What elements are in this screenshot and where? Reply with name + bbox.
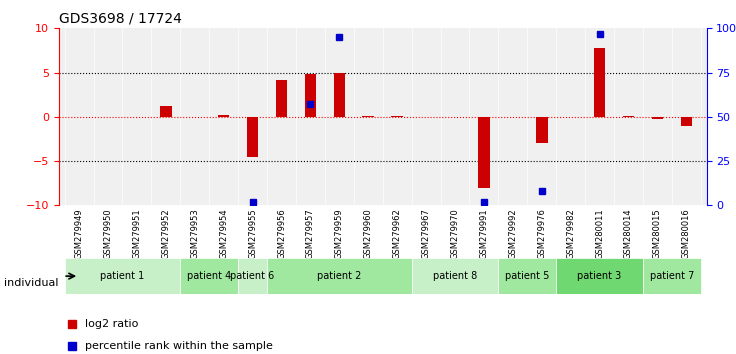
- Text: patient 6: patient 6: [230, 271, 275, 281]
- Bar: [478, 117, 489, 188]
- Text: GSM279956: GSM279956: [277, 208, 286, 259]
- FancyBboxPatch shape: [238, 258, 267, 294]
- Text: GSM279992: GSM279992: [509, 208, 517, 259]
- Text: patient 3: patient 3: [578, 271, 622, 281]
- Bar: [247, 117, 258, 156]
- Text: GSM279959: GSM279959: [335, 208, 344, 259]
- Text: GSM279960: GSM279960: [364, 208, 372, 259]
- Text: GSM280015: GSM280015: [653, 208, 662, 259]
- Text: GSM279962: GSM279962: [393, 208, 402, 259]
- FancyBboxPatch shape: [180, 258, 238, 294]
- Text: GSM279951: GSM279951: [132, 208, 141, 259]
- Text: GSM279950: GSM279950: [104, 208, 113, 259]
- Text: patient 5: patient 5: [505, 271, 550, 281]
- Text: patient 8: patient 8: [433, 271, 477, 281]
- Bar: [218, 115, 230, 117]
- Bar: [681, 117, 692, 126]
- Text: GSM279954: GSM279954: [219, 208, 228, 259]
- Text: patient 7: patient 7: [650, 271, 694, 281]
- FancyBboxPatch shape: [411, 258, 498, 294]
- Text: GSM279949: GSM279949: [74, 208, 84, 259]
- Text: GSM279991: GSM279991: [479, 208, 489, 259]
- Bar: [594, 48, 605, 117]
- Text: GSM280016: GSM280016: [682, 208, 691, 259]
- Text: patient 1: patient 1: [100, 271, 144, 281]
- Text: GSM279967: GSM279967: [422, 208, 431, 259]
- Bar: [362, 116, 374, 117]
- Bar: [651, 117, 663, 120]
- FancyBboxPatch shape: [267, 258, 411, 294]
- Text: GSM280014: GSM280014: [624, 208, 633, 259]
- FancyBboxPatch shape: [556, 258, 643, 294]
- Bar: [392, 116, 403, 117]
- Text: patient 4: patient 4: [187, 271, 231, 281]
- Text: GSM279982: GSM279982: [566, 208, 575, 259]
- Text: percentile rank within the sample: percentile rank within the sample: [85, 341, 272, 350]
- FancyBboxPatch shape: [498, 258, 556, 294]
- Text: GSM279955: GSM279955: [248, 208, 257, 259]
- Bar: [333, 73, 345, 117]
- Text: GSM279976: GSM279976: [537, 208, 546, 259]
- Text: GDS3698 / 17724: GDS3698 / 17724: [59, 12, 182, 26]
- Text: log2 ratio: log2 ratio: [85, 319, 138, 329]
- Text: patient 2: patient 2: [317, 271, 361, 281]
- Bar: [305, 74, 316, 117]
- Text: GSM279970: GSM279970: [450, 208, 459, 259]
- Text: GSM279953: GSM279953: [191, 208, 199, 259]
- Bar: [536, 117, 548, 143]
- Text: GSM279957: GSM279957: [306, 208, 315, 259]
- Bar: [160, 106, 171, 117]
- Bar: [276, 80, 287, 117]
- Bar: [623, 116, 634, 117]
- Text: GSM279952: GSM279952: [161, 208, 170, 259]
- Text: individual: individual: [4, 278, 58, 288]
- FancyBboxPatch shape: [643, 258, 701, 294]
- Text: GSM280011: GSM280011: [595, 208, 604, 259]
- FancyBboxPatch shape: [65, 258, 180, 294]
